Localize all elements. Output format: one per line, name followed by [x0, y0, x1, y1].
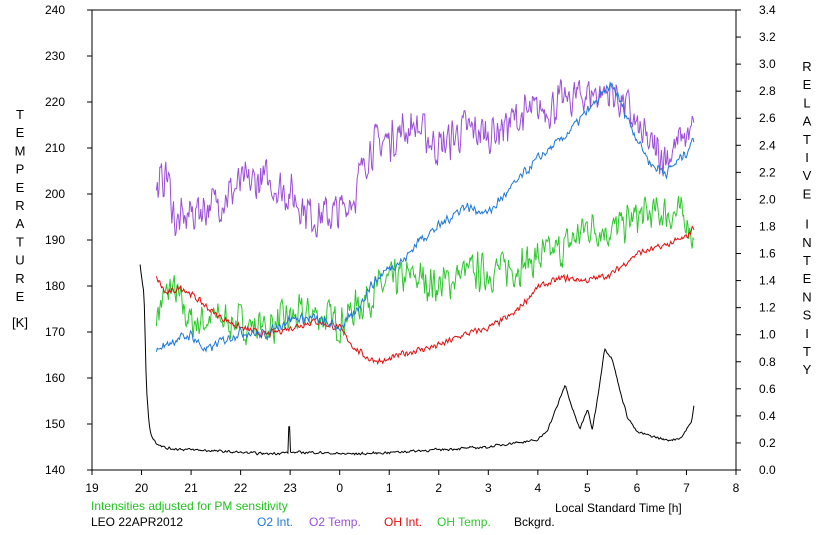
legend-entry: O2 Int. — [257, 515, 293, 529]
y-right-label-letter: L — [803, 95, 810, 110]
y-right-label-letter: A — [803, 114, 812, 129]
y-right-tick-label: 3.0 — [759, 57, 776, 71]
y-right-label-letter: T — [803, 344, 811, 359]
y-right-label-letter: N — [802, 289, 811, 304]
y-left-label-letter: M — [15, 143, 26, 158]
x-tick-label: 0 — [336, 481, 343, 495]
x-tick-label: 19 — [85, 481, 99, 495]
series-line-o2-int — [155, 80, 695, 353]
x-tick-label: 23 — [283, 481, 297, 495]
y-right-label-letter: E — [803, 271, 812, 286]
y-right-label-letter: N — [802, 235, 811, 250]
x-axis-label: Local Standard Time [h] — [555, 501, 682, 515]
y-left-tick-label: 170 — [45, 325, 65, 339]
y-left-label-letter: E — [16, 180, 25, 195]
x-tick-label: 20 — [135, 481, 149, 495]
y-left-tick-label: 240 — [45, 3, 65, 17]
y-left-tick-label: 200 — [45, 187, 65, 201]
x-tick-label: 5 — [584, 481, 591, 495]
y-left-label-letter: R — [15, 271, 24, 286]
y-left-tick-label: 230 — [45, 49, 65, 63]
y-left-label-letter: E — [16, 125, 25, 140]
x-tick-label: 3 — [485, 481, 492, 495]
y-right-tick-label: 0.6 — [759, 382, 776, 396]
y-left-tick-label: 190 — [45, 233, 65, 247]
y-left-label-letter: P — [16, 162, 25, 177]
y-right-label-letter: R — [802, 59, 811, 74]
y-left-tick-label: 150 — [45, 417, 65, 431]
y-right-tick-label: 1.6 — [759, 247, 776, 261]
y-right-tick-label: 1.0 — [759, 328, 776, 342]
y-right-label-letter: T — [803, 132, 811, 147]
series-line-bckgrd — [139, 264, 695, 456]
x-tick-label: 21 — [184, 481, 198, 495]
legend-entry: OH Int. — [384, 515, 422, 529]
y-left-tick-label: 160 — [45, 371, 65, 385]
y-right-tick-label: 1.8 — [759, 219, 776, 233]
station-label: LEO 22APR2012 — [91, 515, 183, 529]
x-tick-label: 1 — [386, 481, 393, 495]
y-left-label-letter: E — [16, 289, 25, 304]
y-left-label-letter: U — [15, 253, 24, 268]
series-line-oh-int — [155, 225, 695, 366]
y-left-label-letter: T — [16, 107, 24, 122]
x-tick-label: 2 — [435, 481, 442, 495]
series-line-oh-temp — [155, 195, 695, 346]
series-line-o2-temp — [155, 79, 695, 238]
y-right-label-letter: E — [803, 77, 812, 92]
y-right-tick-label: 2.2 — [759, 165, 776, 179]
y-right-label-letter: Y — [803, 362, 812, 377]
x-tick-label: 22 — [234, 481, 248, 495]
x-tick-label: 7 — [683, 481, 690, 495]
y-right-tick-label: 3.2 — [759, 30, 776, 44]
y-left-tick-label: 140 — [45, 463, 65, 477]
y-right-tick-label: 0.0 — [759, 463, 776, 477]
y-right-label-letter: I — [805, 217, 809, 232]
y-right-tick-label: 1.2 — [759, 301, 776, 315]
legend: O2 Int. O2 Temp. OH Int. OH Temp. Bckgrd. — [257, 515, 555, 529]
y-right-label-letter: E — [803, 186, 812, 201]
x-tick-label: 8 — [733, 481, 740, 495]
y-axis-right: 0.0 0.2 0.4 0.6 0.8 1.0 1.2 1.4 1.6 1.8 2.0 2.2 2.4 2… — [736, 3, 776, 477]
y-left-label-letter: T — [16, 234, 24, 249]
legend-entry: Bckgrd. — [514, 515, 555, 529]
y-right-tick-label: 1.4 — [759, 274, 776, 288]
y-left-label-letter: R — [15, 198, 24, 213]
y-right-label-letter: I — [805, 150, 809, 165]
x-tick-label: 4 — [535, 481, 542, 495]
y-right-label-letter: V — [803, 168, 812, 183]
y-axis-left: 140 150 160 170 180 190 200 210 220 230 240 — [45, 3, 92, 477]
y-right-tick-label: 3.4 — [759, 3, 776, 17]
y-right-label-letter: S — [803, 308, 812, 323]
x-axis: 19 20 21 22 23 0 1 2 3 4 5 6 7 8 — [85, 470, 740, 495]
plot-frame — [91, 9, 737, 471]
legend-entry: O2 Temp. — [309, 515, 361, 529]
y-right-tick-label: 0.2 — [759, 436, 776, 450]
y-right-tick-label: 0.4 — [759, 409, 776, 423]
y-right-tick-label: 0.8 — [759, 355, 776, 369]
note-text: Intensities adjusted for PM sensitivity — [91, 499, 288, 513]
y-right-tick-label: 2.8 — [759, 84, 776, 98]
y-left-tick-label: 180 — [45, 279, 65, 293]
x-tick-label: 6 — [634, 481, 641, 495]
y-right-tick-label: 2.4 — [759, 138, 776, 152]
y-right-label-letter: I — [805, 326, 809, 341]
legend-entry: OH Temp. — [437, 515, 491, 529]
y-left-label-letter: [K] — [12, 315, 28, 330]
y-left-tick-label: 210 — [45, 141, 65, 155]
y-right-tick-label: 2.0 — [759, 192, 776, 206]
y-right-label-letter: T — [803, 253, 811, 268]
series-layer — [139, 79, 695, 456]
y-left-label-letter: A — [16, 216, 25, 231]
y-right-tick-label: 2.6 — [759, 111, 776, 125]
y-left-tick-label: 220 — [45, 95, 65, 109]
